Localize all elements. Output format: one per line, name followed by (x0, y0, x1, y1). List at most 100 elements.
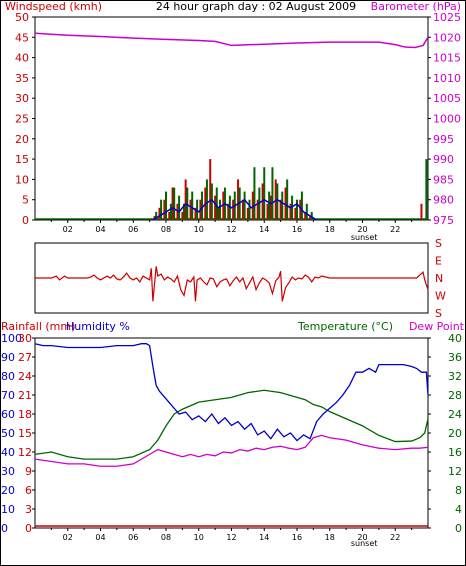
direction-label: W (435, 290, 446, 303)
wind-y-tick-label: 30 (15, 92, 29, 105)
x-tick-label: 08 (161, 225, 171, 234)
wind-chart-title: 24 hour graph day : 02 August 2009 (156, 0, 356, 13)
humidity-y-tick-label: 40 (1, 446, 15, 459)
temp-y-tick-label: 4 (455, 503, 462, 516)
humidity-y-tick-label: 90 (1, 351, 15, 364)
x-tick-label: 18 (325, 533, 335, 542)
windspeed-axis-label: Windspeed (kmh) (5, 0, 102, 13)
humidity-y-tick-label: 70 (1, 389, 15, 402)
baro-y-tick-label: 1025 (433, 11, 461, 24)
x-tick-label: 12 (226, 225, 236, 234)
humidity-y-tick-label: 30 (1, 465, 15, 478)
temp-y-tick-label: 20 (448, 427, 462, 440)
humidity-y-tick-label: 20 (1, 484, 15, 497)
wind-y-tick-label: 40 (15, 52, 29, 65)
x-tick-label: 02 (63, 533, 73, 542)
x-tick-label: 02 (63, 225, 73, 234)
sunset-label: sunset (351, 539, 378, 548)
temp-y-tick-label: 0 (455, 522, 462, 535)
x-tick-label: 10 (194, 533, 204, 542)
x-tick-label: 18 (325, 225, 335, 234)
humidity-y-tick-label: 80 (1, 370, 15, 383)
temp-y-tick-label: 8 (455, 484, 462, 497)
x-tick-label: 20 (357, 533, 367, 542)
rain-y-tick-label: 9 (25, 465, 32, 478)
humidity-y-tick-label: 0 (1, 522, 8, 535)
rainfall-axis-label: Rainfall (mm) (1, 320, 75, 333)
x-tick-label: 22 (390, 225, 400, 234)
baro-y-tick-label: 1005 (433, 92, 461, 105)
temperature-line (34, 389, 429, 460)
x-tick-label: 16 (292, 225, 302, 234)
barometer-axis-label: Barometer (hPa) (371, 0, 461, 13)
humidity-y-tick-label: 50 (1, 427, 15, 440)
rain-y-tick-label: 24 (18, 370, 32, 383)
baro-y-tick-label: 985 (433, 173, 454, 186)
temp-y-tick-label: 40 (448, 332, 462, 345)
x-tick-label: 06 (128, 225, 138, 234)
wind-y-tick-label: 50 (15, 11, 29, 24)
humidity-line (34, 343, 429, 442)
rain-y-tick-label: 27 (18, 351, 32, 364)
barometer-line (34, 32, 429, 49)
baro-y-tick-label: 1000 (433, 113, 461, 126)
wind-y-tick-label: 10 (15, 173, 29, 186)
baro-y-tick-label: 995 (433, 133, 454, 146)
temp-y-tick-label: 12 (448, 465, 462, 478)
temp-y-tick-label: 36 (448, 351, 462, 364)
x-tick-label: 04 (95, 225, 105, 234)
rain-y-tick-label: 15 (18, 427, 32, 440)
rain-y-tick-label: 21 (18, 389, 32, 402)
rain-y-tick-label: 0 (25, 522, 32, 535)
direction-label: E (435, 255, 442, 268)
dew-point-axis-label: Dew Point (409, 320, 465, 333)
temp-y-tick-label: 32 (448, 370, 462, 383)
wind-y-tick-label: 0 (22, 214, 29, 227)
temperature-axis-label: Temperature (°C) (297, 320, 393, 333)
baro-y-tick-label: 1015 (433, 52, 461, 65)
rain-y-tick-label: 3 (25, 503, 32, 516)
direction-label: S (435, 307, 442, 320)
average-wind-line (152, 198, 318, 221)
x-tick-label: 16 (292, 533, 302, 542)
x-tick-label: 14 (259, 225, 269, 234)
sunset-label: sunset (351, 233, 378, 242)
rain-y-tick-label: 30 (18, 332, 32, 345)
direction-label: S (435, 237, 442, 250)
humidity-y-tick-label: 100 (1, 332, 22, 345)
wind-y-tick-label: 45 (15, 31, 29, 44)
baro-y-tick-label: 1020 (433, 31, 461, 44)
temp-humidity-plot-area (34, 337, 429, 529)
humidity-y-tick-label: 60 (1, 408, 15, 421)
x-tick-label: 06 (128, 533, 138, 542)
x-tick-label: 12 (226, 533, 236, 542)
temp-y-tick-label: 16 (448, 446, 462, 459)
wind-y-tick-label: 15 (15, 153, 29, 166)
baro-y-tick-label: 990 (433, 153, 454, 166)
wind-y-tick-label: 20 (15, 133, 29, 146)
dew-point-line (34, 434, 429, 467)
x-tick-label: 20 (357, 225, 367, 234)
wind-y-tick-label: 35 (15, 72, 29, 85)
x-tick-label: 14 (259, 533, 269, 542)
humidity-axis-label: Humidity % (66, 320, 130, 333)
rain-y-tick-label: 12 (18, 446, 32, 459)
wind-y-tick-label: 25 (15, 113, 29, 126)
temp-y-tick-label: 28 (448, 389, 462, 402)
wind-y-tick-label: 5 (22, 194, 29, 207)
rain-y-tick-label: 18 (18, 408, 32, 421)
temp-y-tick-label: 24 (448, 408, 462, 421)
direction-label: N (435, 272, 443, 285)
baro-y-tick-label: 980 (433, 194, 454, 207)
rain-y-tick-label: 6 (25, 484, 32, 497)
baro-y-tick-label: 975 (433, 214, 454, 227)
baro-y-tick-label: 1010 (433, 72, 461, 85)
x-tick-label: 08 (161, 533, 171, 542)
x-tick-label: 10 (194, 225, 204, 234)
wind-direction-line (35, 266, 429, 302)
x-tick-label: 04 (95, 533, 105, 542)
humidity-y-tick-label: 10 (1, 503, 15, 516)
wind-baro-plot-area (34, 16, 429, 221)
